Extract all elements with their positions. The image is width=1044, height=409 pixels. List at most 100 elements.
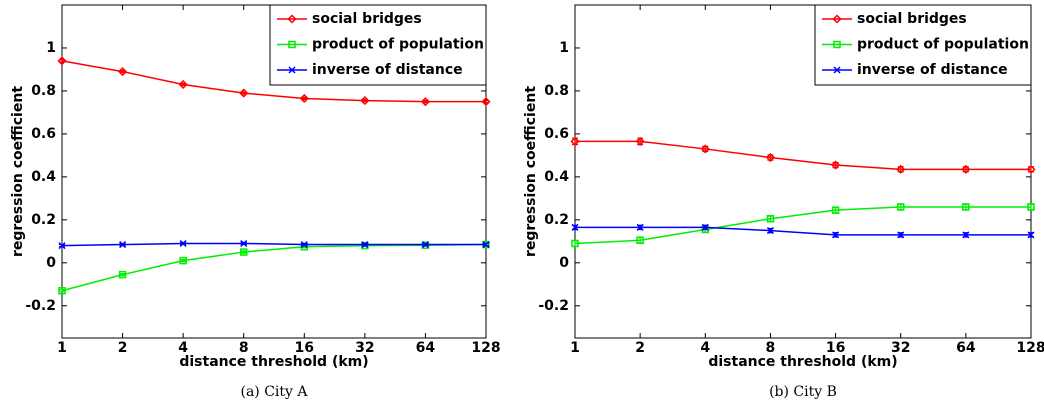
marker [896, 203, 905, 211]
y-axis-label: regression coefficient [523, 86, 539, 257]
marker [481, 97, 491, 107]
marker [700, 144, 710, 154]
marker [1027, 231, 1035, 239]
x-tick-label: 2 [635, 340, 645, 356]
marker [570, 136, 580, 146]
marker [896, 164, 906, 174]
legend-label: product of population [857, 37, 1029, 53]
y-tick-label: 0.6 [31, 126, 56, 142]
x-tick-label: 128 [471, 340, 500, 356]
x-tick-label: 32 [891, 340, 910, 356]
marker [360, 96, 370, 106]
y-tick-label: 0.6 [544, 126, 569, 142]
x-tick-label: 1 [57, 340, 67, 356]
x-tick-label: 16 [295, 340, 314, 356]
y-tick-label: 0.8 [544, 83, 569, 99]
marker [420, 97, 430, 107]
marker [833, 66, 841, 74]
marker [288, 40, 296, 49]
legend-label: social bridges [857, 11, 967, 27]
marker [833, 40, 841, 49]
y-tick-label: 1 [559, 40, 569, 56]
marker [765, 152, 775, 163]
x-tick-label: 4 [178, 340, 188, 356]
series-line [61, 60, 486, 103]
x-tick-label: 64 [416, 340, 436, 356]
marker [57, 56, 67, 66]
marker [832, 14, 842, 24]
marker [58, 286, 66, 295]
error-bar [240, 250, 247, 254]
marker [701, 223, 709, 231]
series-line [61, 243, 487, 292]
marker [118, 67, 128, 77]
caption: (a) City A [240, 384, 308, 400]
marker [58, 242, 66, 250]
x-tick-label: 1 [570, 340, 580, 356]
marker [421, 241, 429, 249]
x-tick-label: 4 [700, 340, 710, 356]
chart: -0.2 0 0.2 0.4 0.6 0.8 1 1 2 4 8 16 32 64 128 distance … [10, 4, 501, 400]
marker [961, 164, 971, 174]
marker [1026, 164, 1036, 174]
legend-label: inverse of distance [312, 62, 463, 78]
error-bar [59, 289, 65, 293]
marker [178, 79, 188, 90]
marker [571, 223, 579, 231]
y-tick-label: 0 [46, 255, 56, 271]
error-bar [119, 272, 126, 277]
x-tick-label: 2 [118, 340, 128, 356]
x-tick-label: 32 [355, 340, 374, 356]
y-axis-label: regression coefficient [10, 86, 26, 257]
x-axis-label: distance threshold (km) [708, 354, 897, 370]
legend-label: social bridges [312, 11, 422, 27]
x-tick-label: 128 [1016, 340, 1044, 356]
series-line [575, 140, 1031, 171]
y-tick-label: 0.4 [544, 169, 569, 185]
marker [636, 223, 644, 231]
marker [766, 227, 774, 235]
marker [897, 231, 905, 239]
marker [636, 236, 644, 244]
marker [831, 160, 841, 170]
marker [118, 270, 127, 279]
marker [962, 231, 970, 239]
marker [119, 241, 127, 249]
legend-label: product of population [312, 37, 484, 53]
marker [766, 215, 775, 223]
series-line [574, 206, 1031, 245]
marker [299, 93, 309, 104]
marker [240, 239, 248, 248]
series-line [575, 226, 1031, 236]
marker [361, 241, 369, 249]
y-tick-label: 0.4 [31, 169, 56, 185]
marker [832, 231, 840, 239]
x-tick-label: 8 [766, 340, 776, 356]
caption: (b) City B [769, 384, 837, 400]
y-tick-label: 0 [559, 255, 569, 271]
marker [239, 88, 249, 98]
marker [300, 241, 308, 249]
marker [635, 136, 645, 146]
y-tick-label: -0.2 [25, 298, 56, 314]
x-tick-label: 8 [239, 340, 249, 356]
marker [831, 206, 840, 214]
marker [962, 203, 970, 211]
marker [179, 239, 187, 248]
y-tick-label: 1 [46, 40, 56, 56]
x-axis-label: distance threshold (km) [179, 354, 368, 370]
y-tick-label: 0.8 [31, 83, 56, 99]
chart: -0.2 0 0.2 0.4 0.6 0.8 1 1 2 4 8 16 32 64 128 distance … [523, 4, 1044, 400]
y-tick-label: 0.2 [31, 212, 56, 228]
error-bar [180, 258, 187, 263]
marker [179, 256, 187, 265]
y-tick-label: 0.2 [544, 212, 569, 228]
marker [287, 14, 297, 24]
marker [571, 239, 579, 248]
marker [482, 241, 490, 249]
y-tick-label: -0.2 [538, 298, 569, 314]
series-line [61, 242, 486, 247]
legend-label: inverse of distance [857, 62, 1008, 78]
marker [239, 248, 248, 256]
marker [288, 66, 296, 74]
